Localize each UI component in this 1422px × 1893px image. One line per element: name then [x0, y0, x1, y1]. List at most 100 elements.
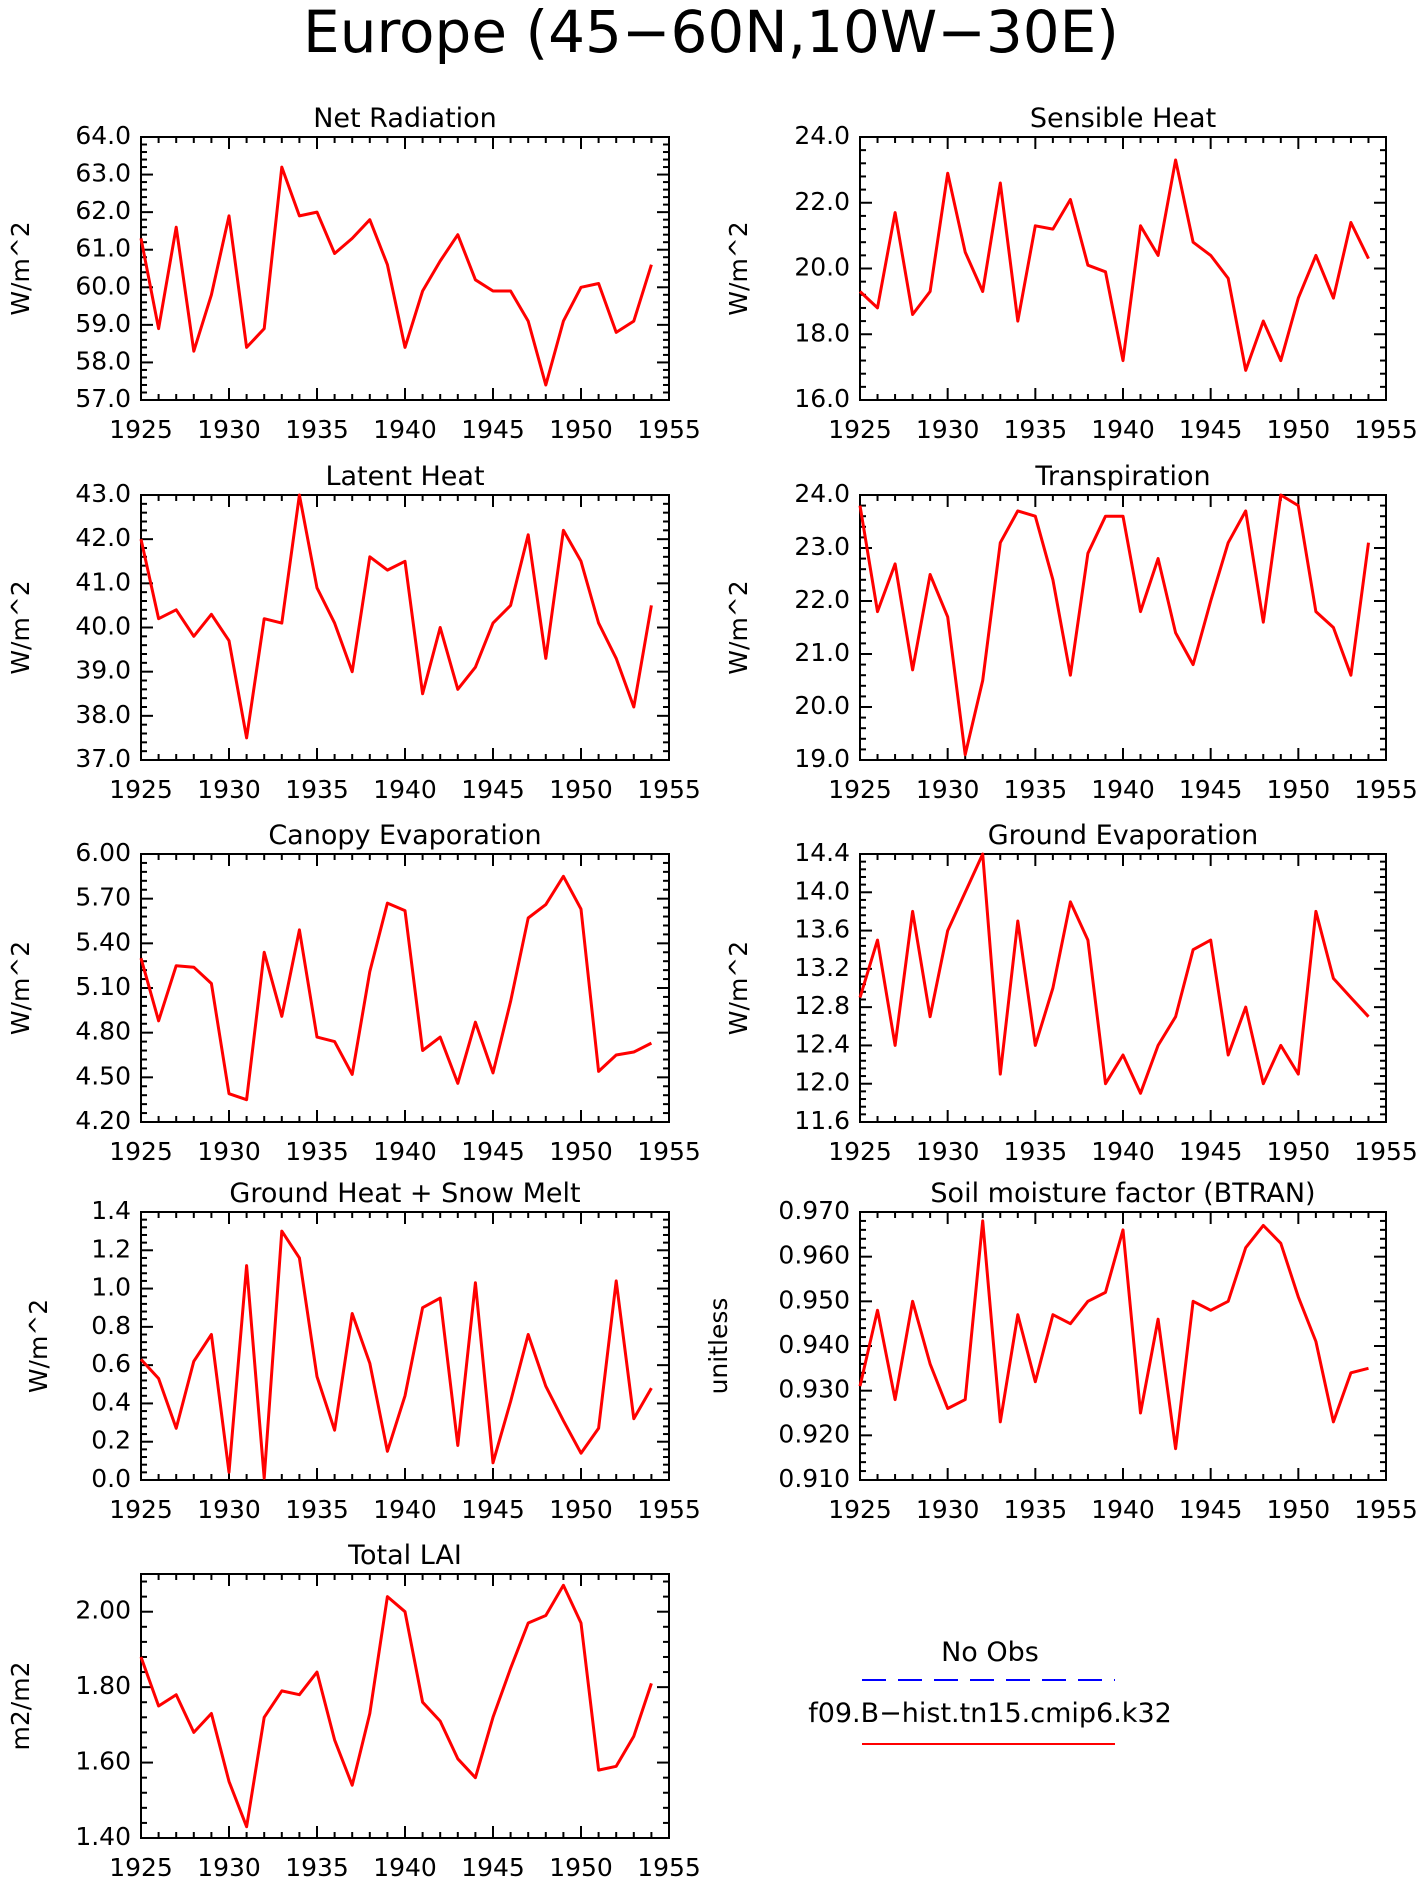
- y-tick-label: 12.8: [794, 991, 850, 1020]
- series-line: [139, 1229, 653, 1480]
- y-tick-label: 1.2: [91, 1234, 131, 1263]
- y-tick-label: 5.40: [75, 927, 131, 956]
- y-tick-label: 0.4: [91, 1387, 131, 1416]
- series-line: [858, 852, 1370, 1095]
- legend-obs-label: No Obs: [941, 1637, 1039, 1668]
- plot-frame: [140, 136, 670, 401]
- x-tick-label: 1925: [828, 1137, 892, 1166]
- series-line: [139, 874, 653, 1102]
- y-axis-label: W/m^2: [6, 221, 35, 315]
- x-tick-label: 1935: [285, 1495, 349, 1524]
- y-tick-label: 64.0: [75, 121, 131, 150]
- chart-latent-heat: Latent Heat W/m^2 1925 1930 1935 1940 1945 1950…: [6, 461, 701, 804]
- x-tick-label: 1930: [197, 1853, 261, 1882]
- x-tick-label: 1955: [1354, 1495, 1418, 1524]
- x-tick-label: 1935: [1004, 775, 1068, 804]
- y-tick-label: 13.6: [794, 915, 850, 944]
- x-tick-label: 1950: [549, 775, 613, 804]
- y-axis-label: W/m^2: [6, 580, 35, 674]
- x-tick-label: 1940: [373, 775, 437, 804]
- y-tick-label: 40.0: [75, 612, 131, 641]
- y-tick-label: 5.70: [75, 883, 131, 912]
- x-tick-label: 1935: [1004, 1137, 1068, 1166]
- y-tick-label: 13.2: [794, 953, 850, 982]
- x-tick-label: 1930: [916, 415, 980, 444]
- y-tick-label: 0.2: [91, 1426, 131, 1455]
- x-tick-label: 1950: [549, 415, 613, 444]
- panel-title: Ground Heat + Snow Melt: [229, 1178, 580, 1209]
- x-tick-label: 1950: [549, 1853, 613, 1882]
- figure-title: Europe (45−60N,10W−30E): [303, 0, 1119, 66]
- y-tick-label: 22.0: [794, 187, 850, 216]
- x-tick-label: 1930: [197, 1495, 261, 1524]
- x-tick-label: 1930: [197, 1137, 261, 1166]
- y-tick-label: 59.0: [75, 309, 131, 338]
- x-tick-label: 1945: [461, 1853, 525, 1882]
- x-tick-label: 1935: [1004, 1495, 1068, 1524]
- y-tick-label: 5.10: [75, 972, 131, 1001]
- panel-title: Transpiration: [1034, 461, 1210, 492]
- x-tick-label: 1945: [1179, 775, 1243, 804]
- y-tick-label: 60.0: [75, 271, 131, 300]
- panel-title: Net Radiation: [313, 103, 497, 134]
- y-axis-label: unitless: [704, 1298, 733, 1395]
- y-tick-label: 1.0: [91, 1273, 131, 1302]
- x-tick-label: 1945: [461, 415, 525, 444]
- x-tick-label: 1925: [109, 1853, 173, 1882]
- x-tick-label: 1935: [285, 1853, 349, 1882]
- chart-soil-moisture-factor-btran: Soil moisture factor (BTRAN) unitless 1925…: [704, 1178, 1418, 1524]
- x-tick-label: 1940: [1091, 1137, 1155, 1166]
- y-tick-label: 0.940: [778, 1330, 850, 1359]
- x-tick-label: 1940: [373, 415, 437, 444]
- x-tick-label: 1955: [637, 415, 701, 444]
- chart-total-lai: Total LAI m2/m2 1925 1930 1935 1940 1945 1950 19…: [6, 1540, 701, 1882]
- y-tick-label: 20.0: [794, 691, 850, 720]
- y-tick-label: 12.4: [794, 1029, 850, 1058]
- y-tick-label: 24.0: [794, 121, 850, 150]
- y-tick-label: 41.0: [75, 567, 131, 596]
- chart-sensible-heat: Sensible Heat W/m^2 1925 1930 1935 1940 1945 19…: [724, 103, 1418, 444]
- panel-title: Total LAI: [347, 1540, 462, 1571]
- x-tick-label: 1925: [828, 775, 892, 804]
- y-tick-label: 11.6: [794, 1106, 850, 1135]
- x-tick-label: 1940: [373, 1495, 437, 1524]
- y-tick-label: 58.0: [75, 346, 131, 375]
- y-tick-label: 4.80: [75, 1017, 131, 1046]
- y-axis-label: W/m^2: [24, 1299, 53, 1393]
- x-tick-label: 1925: [109, 415, 173, 444]
- y-tick-label: 4.20: [75, 1106, 131, 1135]
- x-tick-label: 1930: [916, 1137, 980, 1166]
- panel-title: Latent Heat: [325, 461, 484, 492]
- x-tick-label: 1940: [1091, 775, 1155, 804]
- series-line: [139, 493, 653, 740]
- x-tick-label: 1945: [461, 775, 525, 804]
- x-tick-label: 1935: [285, 775, 349, 804]
- x-tick-label: 1930: [916, 775, 980, 804]
- x-tick-label: 1925: [828, 415, 892, 444]
- x-tick-label: 1950: [1267, 1137, 1331, 1166]
- y-tick-label: 1.40: [75, 1822, 131, 1851]
- y-tick-label: 63.0: [75, 159, 131, 188]
- y-tick-label: 0.960: [778, 1241, 850, 1270]
- y-tick-label: 1.80: [75, 1671, 131, 1700]
- x-tick-label: 1925: [109, 775, 173, 804]
- y-tick-label: 1.60: [75, 1747, 131, 1776]
- x-tick-label: 1950: [1267, 1495, 1331, 1524]
- x-tick-label: 1955: [1354, 1137, 1418, 1166]
- y-tick-label: 0.0: [91, 1464, 131, 1493]
- y-tick-label: 23.0: [794, 532, 850, 561]
- y-tick-label: 62.0: [75, 196, 131, 225]
- x-tick-label: 1945: [1179, 1137, 1243, 1166]
- x-tick-label: 1945: [1179, 415, 1243, 444]
- legend-model-label: f09.B−hist.tn15.cmip6.k32: [808, 1698, 1172, 1729]
- x-tick-label: 1925: [109, 1137, 173, 1166]
- y-tick-label: 2.00: [75, 1596, 131, 1625]
- y-axis-label: W/m^2: [724, 941, 753, 1035]
- x-tick-label: 1935: [285, 415, 349, 444]
- chart-ground-heat-snow-melt: Ground Heat + Snow Melt W/m^2 1925 1930 1935…: [24, 1178, 701, 1524]
- y-tick-label: 0.950: [778, 1285, 850, 1314]
- y-axis-label: m2/m2: [6, 1662, 35, 1751]
- plot-frame: [859, 1211, 1387, 1481]
- y-tick-label: 38.0: [75, 700, 131, 729]
